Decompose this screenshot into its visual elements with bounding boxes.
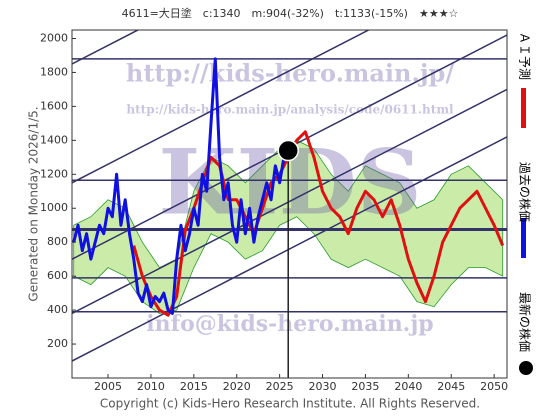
y-tick-label: 1000	[40, 201, 68, 214]
x-tick-label: 2050	[480, 380, 508, 393]
trend-line	[72, 88, 507, 315]
series-line	[132, 130, 505, 317]
trend-line	[72, 136, 507, 362]
legend-label: 過去の株価	[518, 162, 533, 222]
x-tick-label: 2035	[351, 380, 379, 393]
x-tick-label: 2005	[94, 380, 122, 393]
legend-item: ＡＩ予測	[518, 32, 532, 128]
x-tick-label: 2010	[137, 380, 165, 393]
watermark: http://kids-hero.main.jp/	[126, 59, 454, 88]
x-tick-label: 2020	[223, 380, 251, 393]
footer: Copyright (c) Kids-Hero Research Institu…	[100, 397, 480, 411]
watermark: info@kids-hero.main.jp	[146, 311, 433, 337]
plot-frame	[71, 29, 508, 379]
latest-point	[277, 139, 299, 162]
legend-swatch	[521, 88, 526, 128]
side-label: Generated on Monday 2026/1/5.	[27, 106, 41, 301]
y-tick-label: 1200	[40, 167, 68, 180]
y-tick-label: 1800	[40, 65, 68, 78]
chart-title: 4611=大日塗 c:1340 m:904(-32%) t:1133(-15%)…	[122, 6, 459, 20]
y-tick-label: 600	[47, 269, 68, 282]
x-tick-label: 2040	[394, 380, 422, 393]
y-tick-label: 400	[47, 303, 68, 316]
series-line	[72, 57, 290, 315]
trend-line	[72, 30, 371, 184]
x-tick-label: 2015	[180, 380, 208, 393]
x-tick-label: 2025	[266, 380, 294, 393]
y-tick-label: 1400	[40, 133, 68, 146]
x-tick-label: 2030	[309, 380, 337, 393]
legend-swatch	[521, 218, 526, 258]
legend-item: 最新の株価	[518, 292, 533, 375]
y-tick-label: 800	[47, 235, 68, 248]
legend-label: ＡＩ予測	[518, 32, 532, 80]
y-tick-label: 2000	[40, 31, 68, 44]
legend-label: 最新の株価	[518, 292, 533, 352]
watermark: http://kids-hero.main.jp/analysis/code/0…	[126, 103, 454, 117]
y-tick-label: 200	[47, 337, 68, 350]
x-tick-label: 2045	[437, 380, 465, 393]
legend-item: 過去の株価	[518, 162, 533, 258]
y-tick-label: 1600	[40, 99, 68, 112]
legend-swatch	[519, 361, 533, 375]
plot-area: http://kids-hero.main.jp/http://kids-her…	[72, 30, 507, 378]
